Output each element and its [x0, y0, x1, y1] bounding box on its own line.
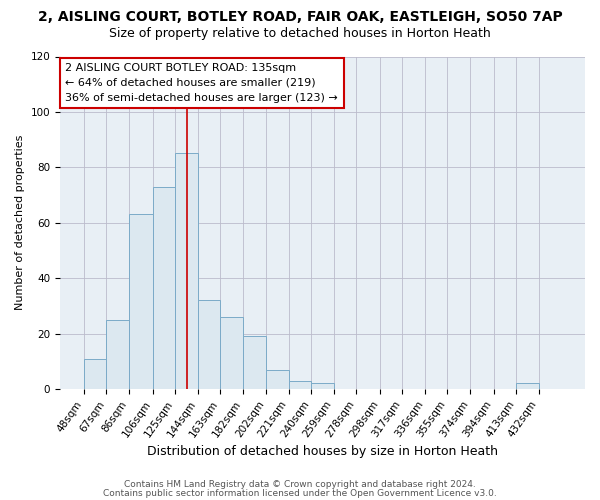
Bar — [106, 320, 129, 389]
Bar — [175, 154, 197, 389]
Text: Contains HM Land Registry data © Crown copyright and database right 2024.: Contains HM Land Registry data © Crown c… — [124, 480, 476, 489]
Text: Contains public sector information licensed under the Open Government Licence v3: Contains public sector information licen… — [103, 490, 497, 498]
Bar — [311, 384, 334, 389]
Bar — [266, 370, 289, 389]
Bar — [129, 214, 152, 389]
Text: 2 AISLING COURT BOTLEY ROAD: 135sqm
← 64% of detached houses are smaller (219)
3: 2 AISLING COURT BOTLEY ROAD: 135sqm ← 64… — [65, 63, 338, 102]
Bar — [84, 358, 106, 389]
Bar — [289, 380, 311, 389]
Text: Size of property relative to detached houses in Horton Heath: Size of property relative to detached ho… — [109, 28, 491, 40]
Bar — [242, 336, 266, 389]
Bar — [516, 384, 539, 389]
X-axis label: Distribution of detached houses by size in Horton Heath: Distribution of detached houses by size … — [147, 444, 498, 458]
Bar — [152, 186, 175, 389]
Bar — [220, 317, 242, 389]
Text: 2, AISLING COURT, BOTLEY ROAD, FAIR OAK, EASTLEIGH, SO50 7AP: 2, AISLING COURT, BOTLEY ROAD, FAIR OAK,… — [38, 10, 562, 24]
Bar — [197, 300, 220, 389]
Y-axis label: Number of detached properties: Number of detached properties — [15, 135, 25, 310]
